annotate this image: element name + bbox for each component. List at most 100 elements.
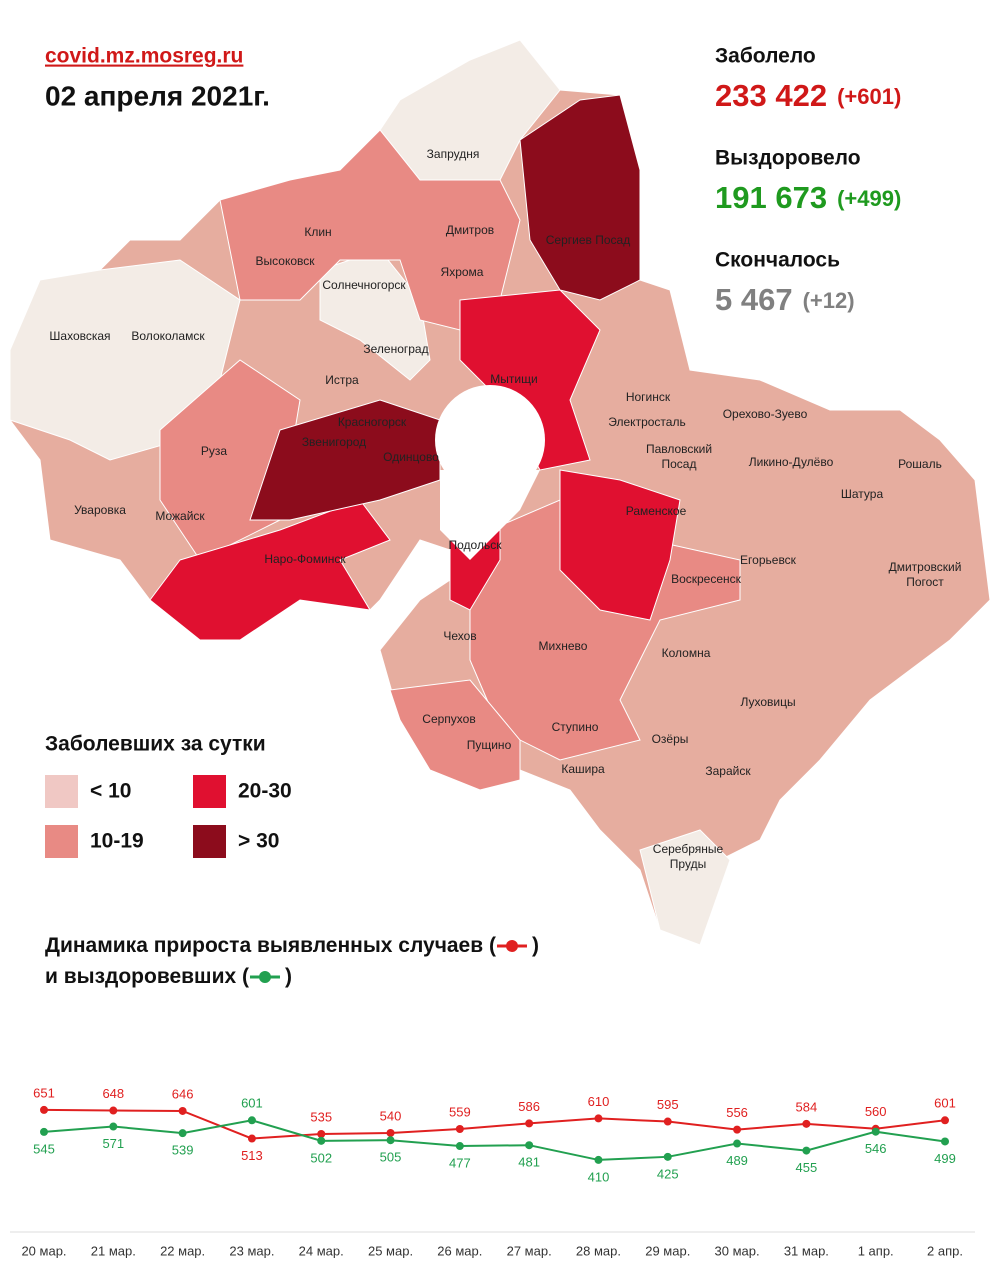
map-label: Зарайск [705,764,751,778]
map-label: Дмитров [446,223,494,237]
map-label: Электросталь [608,415,685,429]
map-labels: Запрудня Клин Дмитров Сергиев Посад Высо… [49,147,961,871]
stat-label: Заболело [715,45,816,68]
point [871,1127,880,1136]
site-link[interactable]: covid.mz.mosreg.ru [45,45,243,68]
map-label: Можайск [155,509,205,523]
x-tick-label: 20 мар. [21,1243,66,1258]
legend-label: < 10 [90,780,131,803]
value-label: 601 [934,1096,956,1111]
map-label: Раменское [626,504,687,518]
value-label: 455 [796,1160,818,1175]
x-tick-label: 22 мар. [160,1243,205,1258]
map-label: Запрудня [427,147,480,161]
stat-delta: (+601) [837,84,901,109]
map-label: Истра [325,373,359,387]
x-tick-label: 25 мар. [368,1243,413,1258]
map-label: Звенигород [302,435,366,449]
stat-value: 233 422 (+601) [715,78,901,113]
title-part: ) [285,965,292,988]
stat-number: 191 673 [715,180,827,215]
value-label: 481 [518,1155,540,1170]
map-label: Озёры [652,732,689,746]
point [733,1125,742,1134]
point [594,1114,603,1123]
point [941,1137,949,1146]
point [733,1139,742,1148]
value-label: 584 [796,1099,818,1114]
map-label: Пруды [670,857,706,871]
map-label: Орехово-Зуево [723,407,808,421]
map-label: Ногинск [626,390,671,404]
point [109,1106,118,1115]
line-chart: Динамика прироста выявленных случаев ()и… [10,934,975,1258]
value-label: 559 [449,1104,471,1119]
value-label: 601 [241,1096,263,1111]
x-tick-label: 31 мар. [784,1243,829,1258]
point [941,1116,949,1125]
moscow-south [440,470,540,560]
stat-label: Выздоровело [715,147,861,170]
value-label: 513 [241,1148,263,1163]
point [178,1129,187,1138]
stat-value: 5 467 (+12) [715,282,855,317]
x-tick-label: 1 апр. [858,1243,894,1258]
point [525,1119,534,1128]
value-label: 489 [726,1153,748,1168]
value-label: 595 [657,1097,679,1112]
point [663,1152,672,1161]
legend-dot [258,971,271,983]
stat-number: 233 422 [715,78,827,113]
map-region [639,829,731,946]
map-label: Посад [662,457,697,471]
map-label: Волоколамск [131,329,205,343]
chart-title: и выздоровевших () [45,965,292,988]
value-label: 651 [33,1085,55,1100]
map-label: Высоковск [256,254,316,268]
value-label: 477 [449,1155,471,1170]
stat-number: 5 467 [715,282,793,317]
value-label: 502 [310,1150,332,1165]
value-label: 610 [588,1094,610,1109]
value-label: 410 [588,1169,610,1184]
map-label: Руза [201,444,228,458]
map-label: Рошаль [898,457,942,471]
map-label: Чехов [443,629,476,643]
value-label: 556 [726,1105,748,1120]
title-part: ) [532,934,539,957]
map-label: Серпухов [422,712,475,726]
map-label: Яхрома [441,265,484,279]
value-label: 540 [380,1108,402,1123]
x-tick-label: 23 мар. [229,1243,274,1258]
point [663,1117,672,1126]
legend-swatch [193,825,226,858]
map-label: Ступино [552,720,599,734]
map-region [249,399,441,521]
legend: Заболевших за сутки < 10 20-30 10-19 > 30 [45,733,292,858]
map [9,39,991,946]
value-label: 425 [657,1166,679,1181]
legend-label: 10-19 [90,830,144,853]
map-label: Сергиев Посад [546,233,630,247]
map-label: Ликино-Дулёво [749,455,834,469]
point [40,1127,48,1136]
title-part: и выздоровевших ( [45,965,249,988]
value-label: 499 [934,1151,956,1166]
x-tick-label: 26 мар. [437,1243,482,1258]
map-region [559,469,681,621]
map-label: Михнево [539,639,588,653]
value-label: 646 [172,1086,194,1101]
x-tick-label: 27 мар. [507,1243,552,1258]
x-tick-label: 24 мар. [299,1243,344,1258]
map-label: Солнечногорск [322,278,406,292]
map-region [519,94,641,301]
stat-value: 191 673 (+499) [715,180,901,215]
stat-label: Скончалось [715,249,840,272]
map-label: Кашира [561,762,605,776]
x-tick-label: 28 мар. [576,1243,621,1258]
map-label: Луховицы [740,695,795,709]
value-label: 505 [380,1150,402,1165]
title-part: Динамика прироста выявленных случаев ( [45,934,496,957]
